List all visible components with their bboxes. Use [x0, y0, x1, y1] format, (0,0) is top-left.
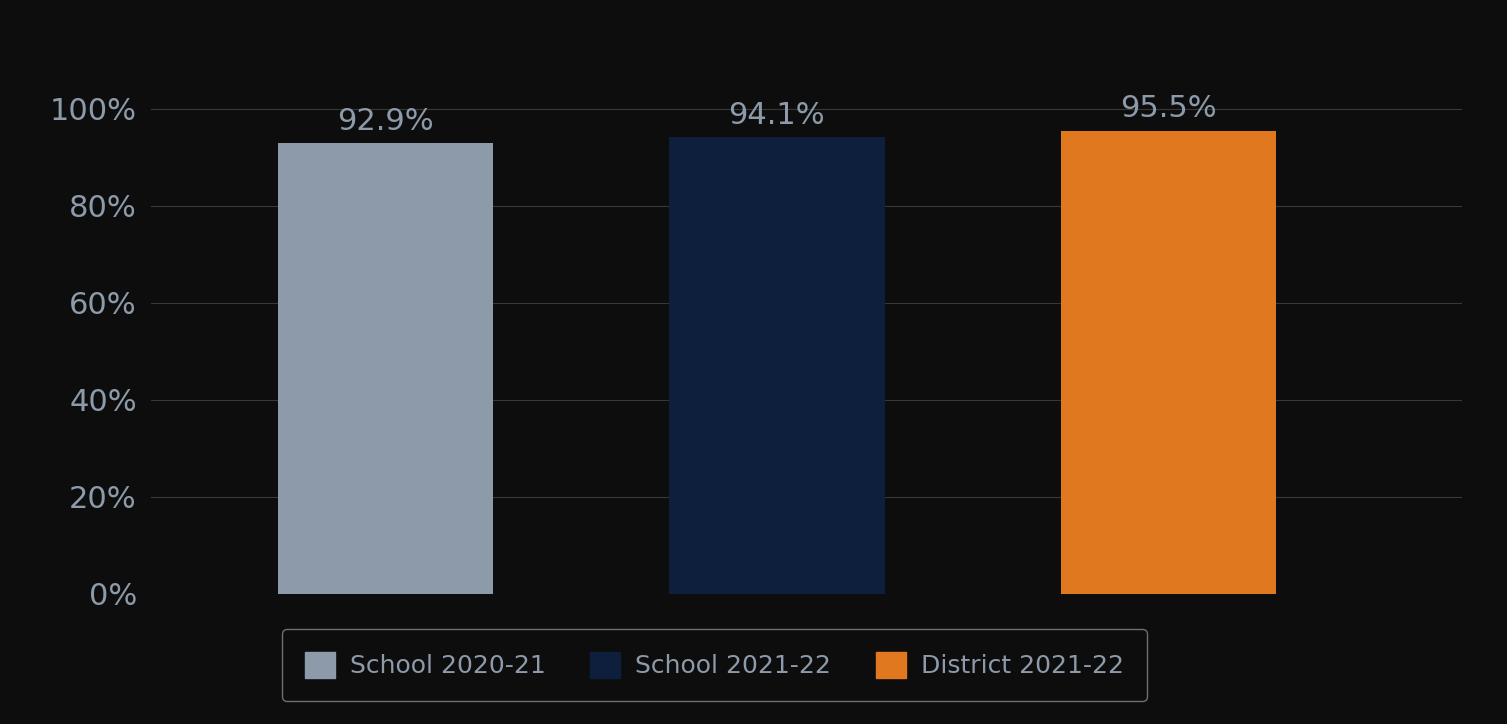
Bar	[669, 138, 885, 594]
Text: 94.1%: 94.1%	[728, 101, 826, 130]
Text: 92.9%: 92.9%	[338, 107, 434, 136]
Legend: School 2020-21, School 2021-22, District 2021-22: School 2020-21, School 2021-22, District…	[282, 629, 1147, 701]
Text: 95.5%: 95.5%	[1120, 94, 1216, 123]
Bar	[1061, 130, 1276, 594]
Bar	[277, 143, 493, 594]
